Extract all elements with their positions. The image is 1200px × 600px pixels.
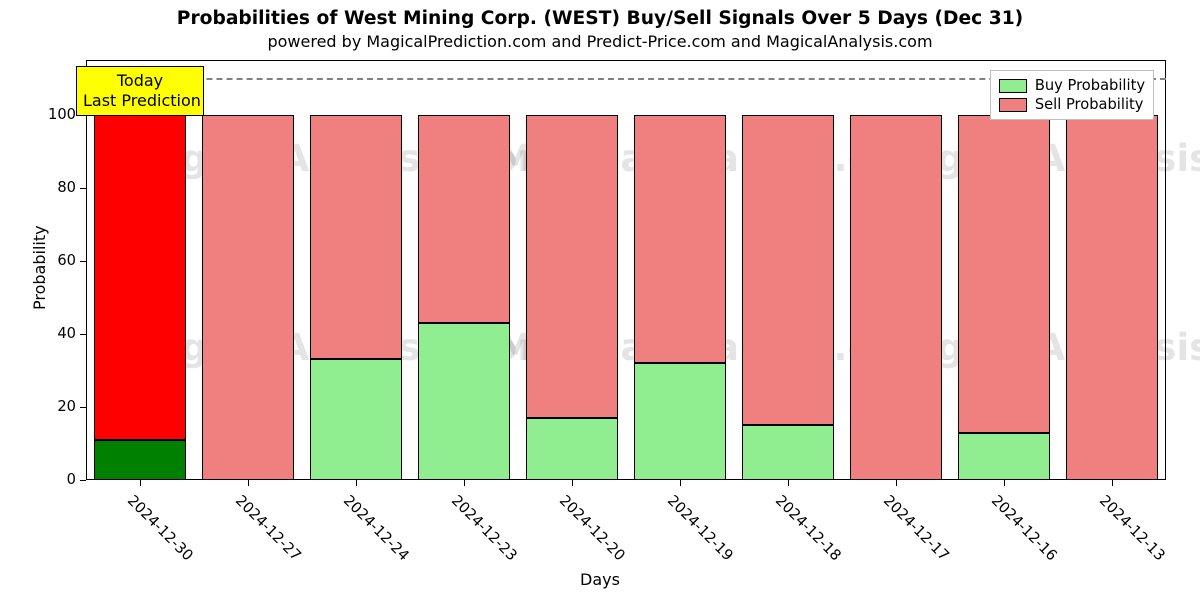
legend-item: Buy Probability	[999, 77, 1145, 94]
bar-sell	[742, 115, 835, 425]
bar-slot	[958, 60, 1051, 480]
y-tick	[80, 261, 86, 262]
legend-swatch	[999, 79, 1027, 93]
x-tick	[788, 480, 789, 486]
y-tick-label: 60	[36, 252, 76, 269]
legend: Buy Probability Sell Probability	[990, 70, 1154, 120]
bar-slot	[202, 60, 295, 480]
bar-sell	[202, 115, 295, 480]
x-tick-label: 2024-12-19	[664, 492, 736, 564]
y-tick-label: 20	[36, 398, 76, 415]
plot-area: 020406080100MagicalAnalysis.comMagicalAn…	[86, 60, 1166, 480]
x-tick-label: 2024-12-30	[124, 492, 196, 564]
bar-sell	[958, 115, 1051, 433]
y-tick-label: 0	[36, 471, 76, 488]
x-tick	[1004, 480, 1005, 486]
bar-sell	[850, 115, 943, 480]
bar-slot	[634, 60, 727, 480]
bar-slot	[742, 60, 835, 480]
x-tick-label: 2024-12-20	[556, 492, 628, 564]
bar-sell	[526, 115, 619, 418]
bar-slot	[526, 60, 619, 480]
x-tick	[572, 480, 573, 486]
x-tick-label: 2024-12-17	[880, 492, 952, 564]
figure: Probabilities of West Mining Corp. (WEST…	[0, 0, 1200, 600]
legend-swatch	[999, 98, 1027, 112]
bar-slot	[418, 60, 511, 480]
y-tick-label: 100	[36, 106, 76, 123]
bar-sell	[94, 115, 187, 440]
bar-buy	[958, 433, 1051, 480]
x-tick	[464, 480, 465, 486]
today-annotation: Today Last Prediction	[76, 66, 204, 116]
y-tick-label: 40	[36, 325, 76, 342]
x-tick	[248, 480, 249, 486]
bar-sell	[418, 115, 511, 323]
bar-buy	[634, 363, 727, 480]
bar-slot	[850, 60, 943, 480]
x-tick	[680, 480, 681, 486]
x-tick	[1112, 480, 1113, 486]
y-tick	[80, 480, 86, 481]
x-tick	[896, 480, 897, 486]
y-tick	[80, 334, 86, 335]
x-tick-label: 2024-12-18	[772, 492, 844, 564]
y-tick	[80, 407, 86, 408]
bar-buy	[310, 359, 403, 480]
x-tick-label: 2024-12-27	[232, 492, 304, 564]
x-tick	[140, 480, 141, 486]
chart-subtitle: powered by MagicalPrediction.com and Pre…	[0, 32, 1200, 51]
chart-title: Probabilities of West Mining Corp. (WEST…	[0, 8, 1200, 29]
bar-buy	[418, 323, 511, 480]
bar-sell	[1066, 115, 1159, 480]
x-tick-label: 2024-12-16	[988, 492, 1060, 564]
bar-buy	[742, 425, 835, 480]
bar-slot	[1066, 60, 1159, 480]
bar-buy	[526, 418, 619, 480]
x-tick-label: 2024-12-24	[340, 492, 412, 564]
legend-label: Sell Probability	[1035, 96, 1144, 113]
bar-slot	[310, 60, 403, 480]
bar-buy	[94, 440, 187, 480]
y-tick	[80, 188, 86, 189]
legend-item: Sell Probability	[999, 96, 1145, 113]
bar-sell	[634, 115, 727, 363]
bar-sell	[310, 115, 403, 360]
x-tick-label: 2024-12-13	[1096, 492, 1168, 564]
bar-slot	[94, 60, 187, 480]
legend-label: Buy Probability	[1035, 77, 1145, 94]
x-tick-label: 2024-12-23	[448, 492, 520, 564]
y-tick-label: 80	[36, 179, 76, 196]
x-tick	[356, 480, 357, 486]
x-axis-label: Days	[0, 570, 1200, 589]
